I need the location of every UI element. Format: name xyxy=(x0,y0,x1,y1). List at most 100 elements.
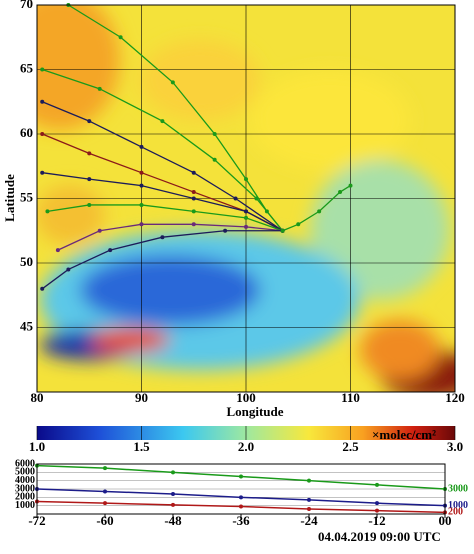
date-label: 04.04.2019 09:00 UTC xyxy=(318,529,441,544)
y-tick-label: 45 xyxy=(20,318,34,333)
x-tick-label: 00 xyxy=(439,513,452,528)
y-tick-label: 65 xyxy=(20,60,34,75)
trajectory-point xyxy=(40,67,45,72)
altitude-point xyxy=(103,466,107,471)
colorbar-tick-label: 2.5 xyxy=(342,439,359,454)
colorbar-unit: ×molec/cm² xyxy=(372,427,436,442)
trajectory-point xyxy=(317,209,322,214)
trajectory-point xyxy=(40,170,45,175)
altitude-point xyxy=(239,504,243,509)
x-tick-label: -36 xyxy=(232,513,250,528)
y-tick-label: 6000 xyxy=(15,458,35,469)
x-tick-label: -60 xyxy=(96,513,113,528)
trajectory-point xyxy=(254,196,259,201)
altitude-point xyxy=(307,497,311,502)
altitude-point xyxy=(171,470,175,475)
x-tick-label: -72 xyxy=(28,513,45,528)
trajectory-point xyxy=(191,196,196,201)
colorbar-tick-label: 3.0 xyxy=(447,439,463,454)
trajectory-point xyxy=(87,151,92,156)
end-label: 3000 xyxy=(448,483,468,494)
trajectory-point xyxy=(97,86,102,91)
y-tick-label: 5000 xyxy=(15,467,35,478)
y-tick-label: 3000 xyxy=(15,483,35,494)
trajectory xyxy=(47,204,283,232)
trajectory-point xyxy=(139,202,144,207)
altitude-point xyxy=(171,492,175,496)
altitude-point xyxy=(307,478,311,483)
trajectory-point xyxy=(338,190,343,195)
y-tick-label: 1000 xyxy=(15,500,35,511)
trajectory-point xyxy=(40,99,45,104)
trajectory-point xyxy=(160,235,165,240)
colorbar-tick-label: 1.5 xyxy=(133,439,150,454)
altitude-point xyxy=(375,482,379,487)
trajectory-point xyxy=(45,209,50,214)
trajectory-point xyxy=(139,222,144,227)
altitude-point xyxy=(171,502,175,507)
end-label: 200 xyxy=(448,507,463,518)
trajectory-point xyxy=(139,183,144,188)
altitude-frame xyxy=(36,463,446,515)
end-label: 1000 xyxy=(448,500,468,511)
trajectory-point xyxy=(280,228,285,233)
altitude-point xyxy=(239,474,243,479)
trajectory-point xyxy=(97,228,102,233)
trajectory xyxy=(42,172,283,232)
x-tick-label: 110 xyxy=(341,390,360,405)
trajectory xyxy=(41,101,283,232)
x-tick-label: -24 xyxy=(300,513,318,528)
trajectory-point xyxy=(55,248,60,253)
trajectory xyxy=(41,230,283,290)
trajectory-point xyxy=(212,157,217,162)
colorbar-tick-label: 1.0 xyxy=(29,439,45,454)
trajectory xyxy=(57,223,283,251)
altitude-point xyxy=(103,489,107,494)
x-tick-label: 90 xyxy=(135,390,148,405)
trajectory-point xyxy=(87,202,92,207)
y-axis-label: Latitude xyxy=(2,174,17,222)
trajectory xyxy=(42,68,284,232)
trajectory-point xyxy=(244,209,248,214)
y-tick-label: 50 xyxy=(20,254,33,269)
trajectory-point xyxy=(223,228,228,233)
altitude-point xyxy=(239,495,243,500)
trajectory-point xyxy=(87,119,92,124)
trajectory-point xyxy=(244,215,248,220)
trajectory-point xyxy=(348,183,353,188)
y-tick-label: 2000 xyxy=(15,492,35,503)
trajectory-point xyxy=(191,170,196,175)
trajectory-point xyxy=(244,224,248,229)
altitude-point xyxy=(375,501,379,506)
map-frame xyxy=(36,4,456,393)
trajectory-point xyxy=(296,222,301,227)
altitude-point xyxy=(307,507,311,511)
y-tick-label: 55 xyxy=(20,189,34,204)
y-tick-label: 4000 xyxy=(15,475,35,486)
trajectory-point xyxy=(40,286,45,291)
x-tick-label: -12 xyxy=(368,513,385,528)
trajectory-point xyxy=(87,177,92,182)
trajectory-point xyxy=(118,35,123,40)
trajectory-point xyxy=(191,209,196,214)
trajectory-point xyxy=(160,119,165,124)
trajectory-point xyxy=(66,267,71,272)
altitude-point xyxy=(103,501,107,506)
trajectory-point xyxy=(108,248,113,253)
x-tick-label: -48 xyxy=(164,513,182,528)
x-axis-label: Longitude xyxy=(226,404,283,419)
trajectory-point xyxy=(212,132,217,136)
trajectory-point xyxy=(191,222,196,227)
trajectory-point xyxy=(191,190,196,195)
trajectory-point xyxy=(40,132,45,136)
x-tick-label: 80 xyxy=(31,390,44,405)
trajectory-point xyxy=(233,196,238,201)
trajectory-point xyxy=(139,170,144,175)
y-tick-label: 60 xyxy=(20,125,33,140)
y-tick-label: 70 xyxy=(20,0,33,11)
colorbar-tick-label: 2.0 xyxy=(238,439,254,454)
trajectory-point xyxy=(244,177,248,182)
trajectory-point xyxy=(170,80,175,85)
altitude-point xyxy=(375,508,379,513)
